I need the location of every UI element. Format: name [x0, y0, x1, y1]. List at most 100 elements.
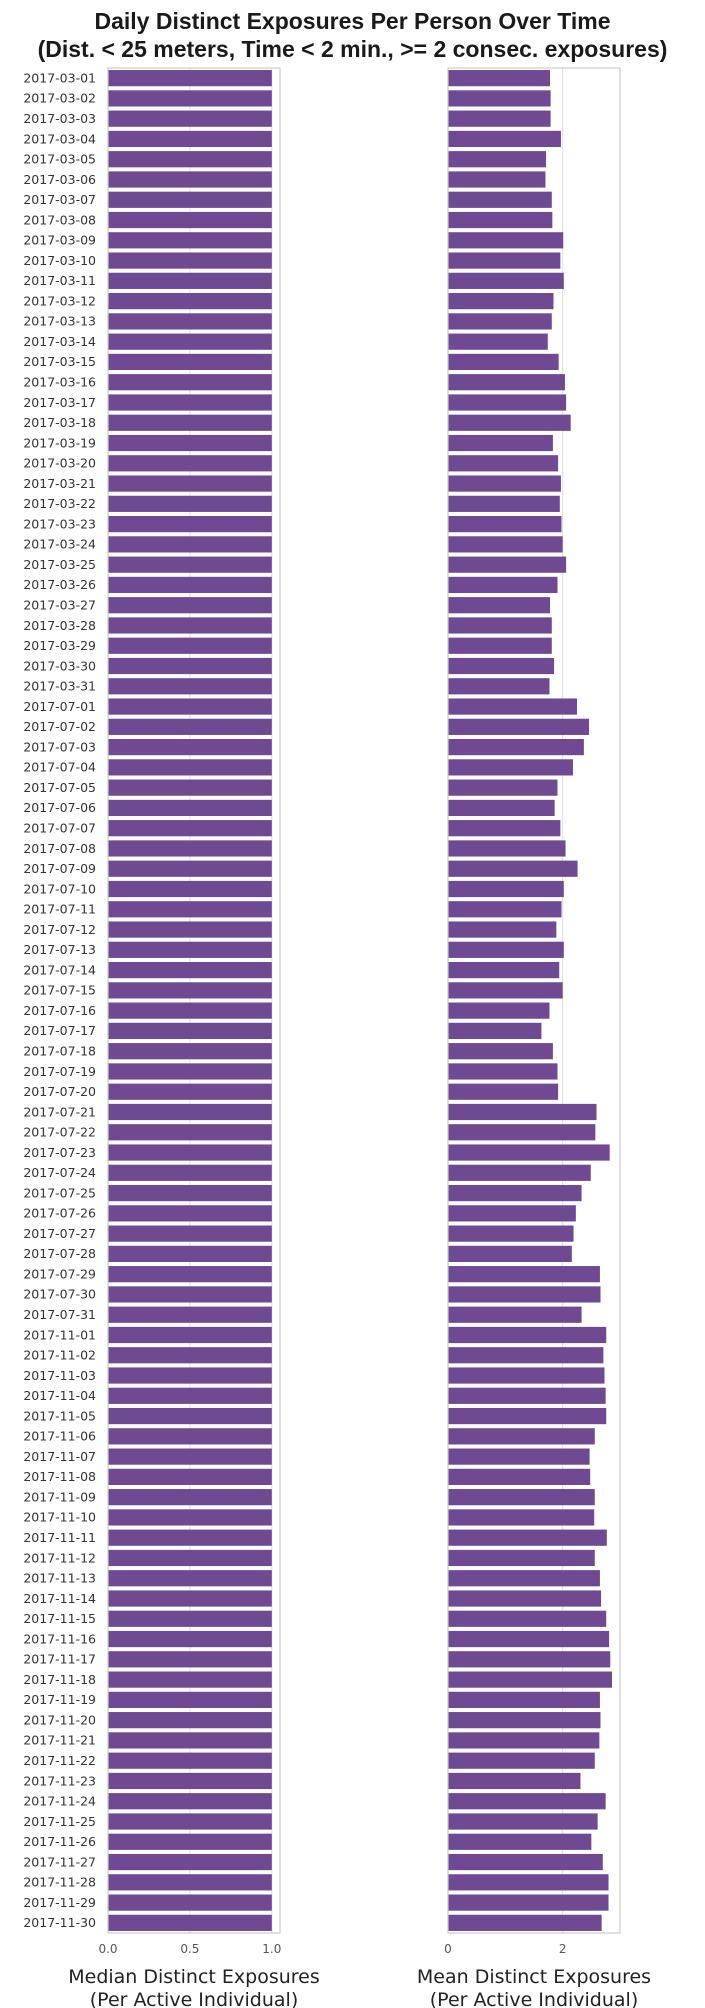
bar: [108, 1712, 272, 1729]
bar: [108, 941, 272, 958]
bar: [108, 374, 272, 391]
bar: [448, 1205, 576, 1222]
category-tick-label: 2017-11-02: [23, 1348, 96, 1363]
bar: [108, 1914, 272, 1931]
bar: [448, 1266, 600, 1283]
bar: [108, 1124, 272, 1141]
category-tick-label: 2017-11-17: [23, 1652, 96, 1667]
bar: [448, 1063, 558, 1080]
bar: [108, 961, 272, 979]
bar: [108, 1063, 272, 1080]
category-tick-label: 2017-11-01: [23, 1327, 96, 1342]
bar: [448, 1225, 574, 1242]
category-tick-label: 2017-07-13: [23, 942, 96, 957]
bar: [448, 1022, 542, 1040]
category-tick-label: 2017-03-13: [23, 314, 96, 329]
category-tick-label: 2017-11-12: [23, 1550, 96, 1565]
category-tick-label: 2017-07-15: [23, 983, 96, 998]
bar: [448, 475, 561, 492]
bar: [108, 191, 272, 208]
bar: [108, 556, 272, 573]
category-labels: 2017-03-01 2017-03-02 2017-03-03 2017-03-04…: [23, 70, 96, 1930]
category-tick-label: 2017-11-21: [23, 1733, 96, 1748]
bar: [108, 272, 272, 289]
bar: [108, 1347, 272, 1364]
bar: [108, 353, 272, 371]
category-tick-label: 2017-03-03: [23, 111, 96, 126]
bar: [448, 759, 573, 776]
bar: [448, 799, 555, 817]
category-tick-label: 2017-11-22: [23, 1753, 96, 1768]
bar: [108, 1286, 272, 1303]
bar: [448, 1894, 609, 1911]
bar: [108, 1164, 272, 1181]
bar: [448, 1347, 604, 1364]
category-tick-label: 2017-07-07: [23, 820, 96, 835]
category-tick-label: 2017-11-23: [23, 1773, 96, 1788]
bar: [108, 1245, 272, 1263]
bar: [108, 901, 272, 918]
x-tick-label: 0: [444, 1942, 452, 1956]
bar: [448, 1549, 595, 1567]
category-tick-label: 2017-07-02: [23, 719, 96, 734]
bar: [448, 151, 547, 168]
category-tick-label: 2017-03-04: [23, 131, 96, 146]
bar: [108, 1306, 272, 1323]
category-tick-label: 2017-03-25: [23, 557, 96, 572]
x-tick-label: 2: [559, 1942, 567, 1956]
bar: [448, 1407, 607, 1425]
category-tick-label: 2017-11-03: [23, 1368, 96, 1383]
bar: [108, 516, 272, 533]
x-axis-label: Median Distinct Exposures: [68, 1966, 320, 1988]
bar: [448, 1002, 550, 1019]
x-axis-label: (Per Active Individual): [90, 1989, 299, 2008]
bar: [108, 1874, 272, 1891]
category-tick-label: 2017-11-06: [23, 1429, 96, 1444]
bar: [448, 333, 548, 350]
category-tick-label: 2017-11-14: [23, 1591, 96, 1606]
category-tick-label: 2017-07-25: [23, 1185, 96, 1200]
category-tick-label: 2017-07-23: [23, 1145, 96, 1160]
bar: [108, 1144, 272, 1161]
bar: [108, 1651, 272, 1668]
bar: [448, 1448, 590, 1465]
category-tick-label: 2017-03-23: [23, 516, 96, 531]
bar: [448, 1853, 603, 1871]
bar: [448, 617, 552, 634]
bar: [108, 1671, 272, 1688]
category-tick-label: 2017-03-05: [23, 152, 96, 167]
category-tick-label: 2017-11-13: [23, 1571, 96, 1586]
bar: [108, 130, 272, 148]
bar: [448, 1124, 596, 1141]
category-tick-label: 2017-11-18: [23, 1672, 96, 1687]
bar: [108, 252, 272, 269]
category-tick-label: 2017-11-29: [23, 1895, 96, 1910]
bar: [108, 1833, 272, 1850]
bar: [108, 860, 272, 877]
bar: [108, 1225, 272, 1242]
bar: [448, 1570, 600, 1587]
x-axis-label: Mean Distinct Exposures: [417, 1966, 651, 1988]
category-tick-label: 2017-07-04: [23, 760, 96, 775]
category-tick-label: 2017-07-27: [23, 1226, 96, 1241]
bar: [448, 1772, 581, 1790]
category-tick-label: 2017-11-07: [23, 1449, 96, 1464]
category-tick-label: 2017-07-29: [23, 1266, 96, 1281]
bar: [108, 1002, 272, 1019]
bar: [448, 495, 560, 512]
category-tick-label: 2017-11-04: [23, 1388, 96, 1403]
bar: [108, 414, 272, 431]
bar: [108, 1266, 272, 1283]
category-tick-label: 2017-03-10: [23, 253, 96, 268]
plot-frame: [107, 67, 281, 1934]
category-tick-label: 2017-11-10: [23, 1510, 96, 1525]
bar: [108, 799, 272, 817]
category-tick-label: 2017-07-21: [23, 1104, 96, 1119]
bar: [448, 941, 564, 958]
bar: [108, 1732, 272, 1749]
bar: [108, 1752, 272, 1769]
bar: [448, 1083, 559, 1100]
bar: [108, 151, 272, 168]
category-tick-label: 2017-11-20: [23, 1712, 96, 1727]
bar: [448, 1833, 592, 1850]
